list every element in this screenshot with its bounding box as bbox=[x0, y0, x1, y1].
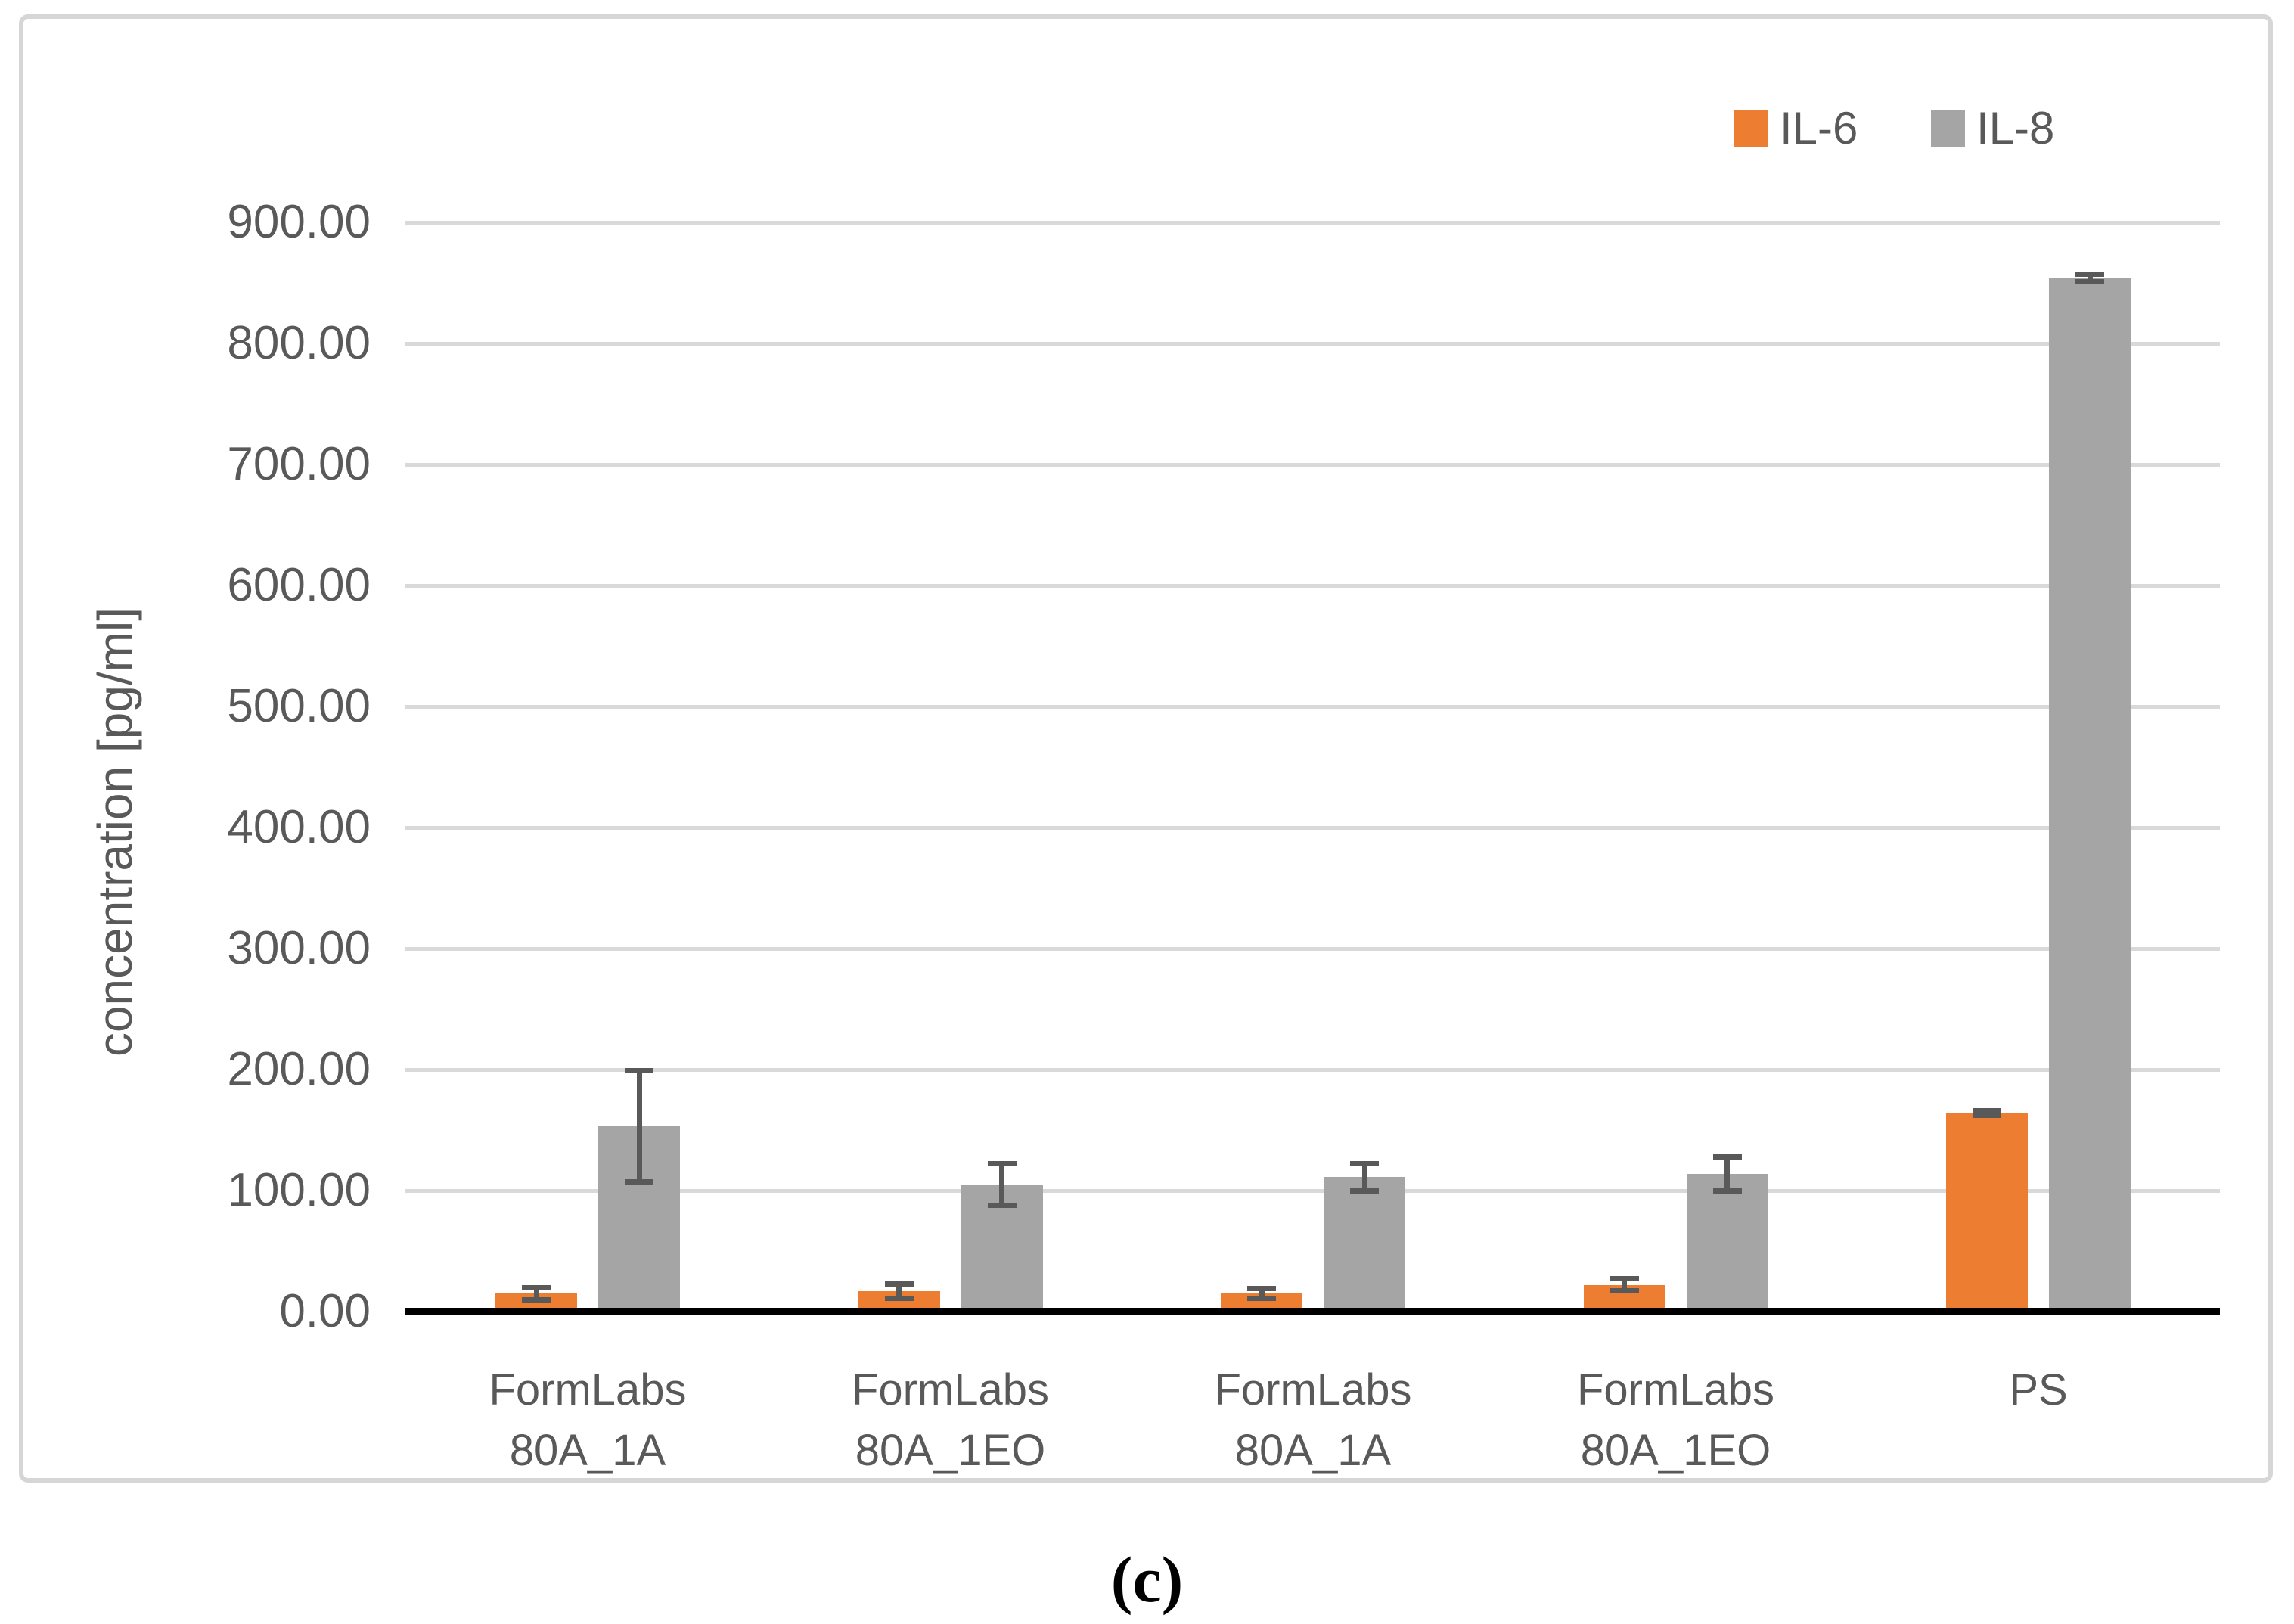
bar-il-6-5 bbox=[1946, 1113, 2028, 1312]
error-bar bbox=[999, 1163, 1004, 1206]
error-bar-cap-top bbox=[1610, 1276, 1639, 1282]
x-category-label-line: 80A_1EO bbox=[1580, 1426, 1771, 1475]
error-bar-cap-bottom bbox=[1712, 1188, 1742, 1194]
bar-il-8-4 bbox=[1686, 1173, 1768, 1312]
x-category-label-line: FormLabs bbox=[1576, 1365, 1775, 1414]
y-tick-label: 600.00 bbox=[227, 559, 371, 611]
error-bar-cap-bottom bbox=[987, 1202, 1017, 1208]
error-bar-cap-bottom bbox=[1247, 1295, 1276, 1301]
legend-swatch-il8 bbox=[1931, 110, 1965, 147]
gridline-400 bbox=[405, 825, 2220, 830]
y-tick-label: 800.00 bbox=[227, 317, 371, 369]
chart-frame bbox=[19, 14, 2273, 1483]
legend-label-il8: IL-8 bbox=[1976, 103, 2055, 154]
error-bar-cap-top bbox=[884, 1281, 914, 1287]
x-category-label-line: FormLabs bbox=[489, 1365, 687, 1414]
error-bar bbox=[533, 1287, 539, 1300]
x-category-label: FormLabs 80A_1EO bbox=[769, 1360, 1132, 1481]
y-tick-label: 100.00 bbox=[227, 1164, 371, 1216]
y-tick-label: 700.00 bbox=[227, 438, 371, 490]
x-category-label-line: FormLabs bbox=[1214, 1365, 1412, 1414]
error-bar-cap-bottom bbox=[625, 1179, 653, 1185]
legend-swatch-il6 bbox=[1734, 110, 1768, 147]
x-category-label-line: PS bbox=[2009, 1365, 2068, 1414]
bar-il-8-5 bbox=[2049, 278, 2131, 1312]
gridline-700 bbox=[405, 462, 2220, 467]
error-bar-cap-top bbox=[2075, 272, 2104, 278]
x-category-label-line: 80A_1A bbox=[1234, 1426, 1392, 1475]
error-bar bbox=[2087, 274, 2093, 282]
error-bar-cap-bottom bbox=[884, 1295, 914, 1301]
error-bar bbox=[636, 1070, 642, 1182]
x-category-label-line: 80A_1A bbox=[509, 1426, 666, 1475]
error-bar bbox=[896, 1284, 902, 1299]
gridline-300 bbox=[405, 946, 2220, 951]
x-category-label: FormLabs 80A_1EO bbox=[1495, 1360, 1858, 1481]
y-tick-label: 200.00 bbox=[227, 1043, 371, 1095]
x-axis-line bbox=[405, 1308, 2220, 1315]
error-bar-cap-top bbox=[1712, 1154, 1742, 1160]
error-bar bbox=[1361, 1163, 1367, 1191]
error-bar-cap-bottom bbox=[2075, 278, 2104, 284]
y-tick-label: 900.00 bbox=[227, 196, 371, 248]
figure-caption: (c) bbox=[1110, 1543, 1184, 1616]
x-category-label: PS bbox=[1857, 1360, 2220, 1421]
error-bar-cap-top bbox=[625, 1068, 653, 1074]
error-bar-cap-bottom bbox=[1610, 1288, 1639, 1294]
x-category-label: FormLabs 80A_1A bbox=[406, 1360, 769, 1481]
error-bar bbox=[1622, 1278, 1627, 1291]
y-tick-label: 300.00 bbox=[227, 922, 371, 974]
error-bar-cap-bottom bbox=[1350, 1188, 1379, 1194]
x-category-label-line: FormLabs bbox=[851, 1365, 1050, 1414]
bar-il-8-3 bbox=[1324, 1177, 1405, 1312]
error-bar bbox=[1259, 1288, 1265, 1299]
x-category-label: FormLabs 80A_1A bbox=[1131, 1360, 1495, 1481]
gridline-900 bbox=[405, 220, 2220, 225]
error-bar bbox=[1724, 1157, 1730, 1191]
x-category-label-line: 80A_1EO bbox=[855, 1426, 1046, 1475]
gridline-500 bbox=[405, 704, 2220, 709]
error-bar-cap-top bbox=[1350, 1161, 1379, 1167]
legend-label-il6: IL-6 bbox=[1780, 103, 1858, 154]
gridline-600 bbox=[405, 583, 2220, 588]
error-bar-cap-bottom bbox=[522, 1296, 551, 1303]
gridline-100 bbox=[405, 1188, 2220, 1193]
y-tick-label: 500.00 bbox=[227, 680, 371, 732]
error-bar-cap-top bbox=[987, 1161, 1017, 1167]
y-tick-label: 400.00 bbox=[227, 801, 371, 853]
error-bar-cap-top bbox=[1247, 1286, 1276, 1292]
error-bar-cap-top bbox=[522, 1284, 551, 1290]
error-bar-cap-top bbox=[1973, 1107, 2001, 1113]
y-tick-label: 0.00 bbox=[279, 1285, 371, 1337]
gridline-800 bbox=[405, 341, 2220, 346]
gridline-200 bbox=[405, 1067, 2220, 1072]
error-bar-cap-bottom bbox=[1973, 1113, 2001, 1119]
